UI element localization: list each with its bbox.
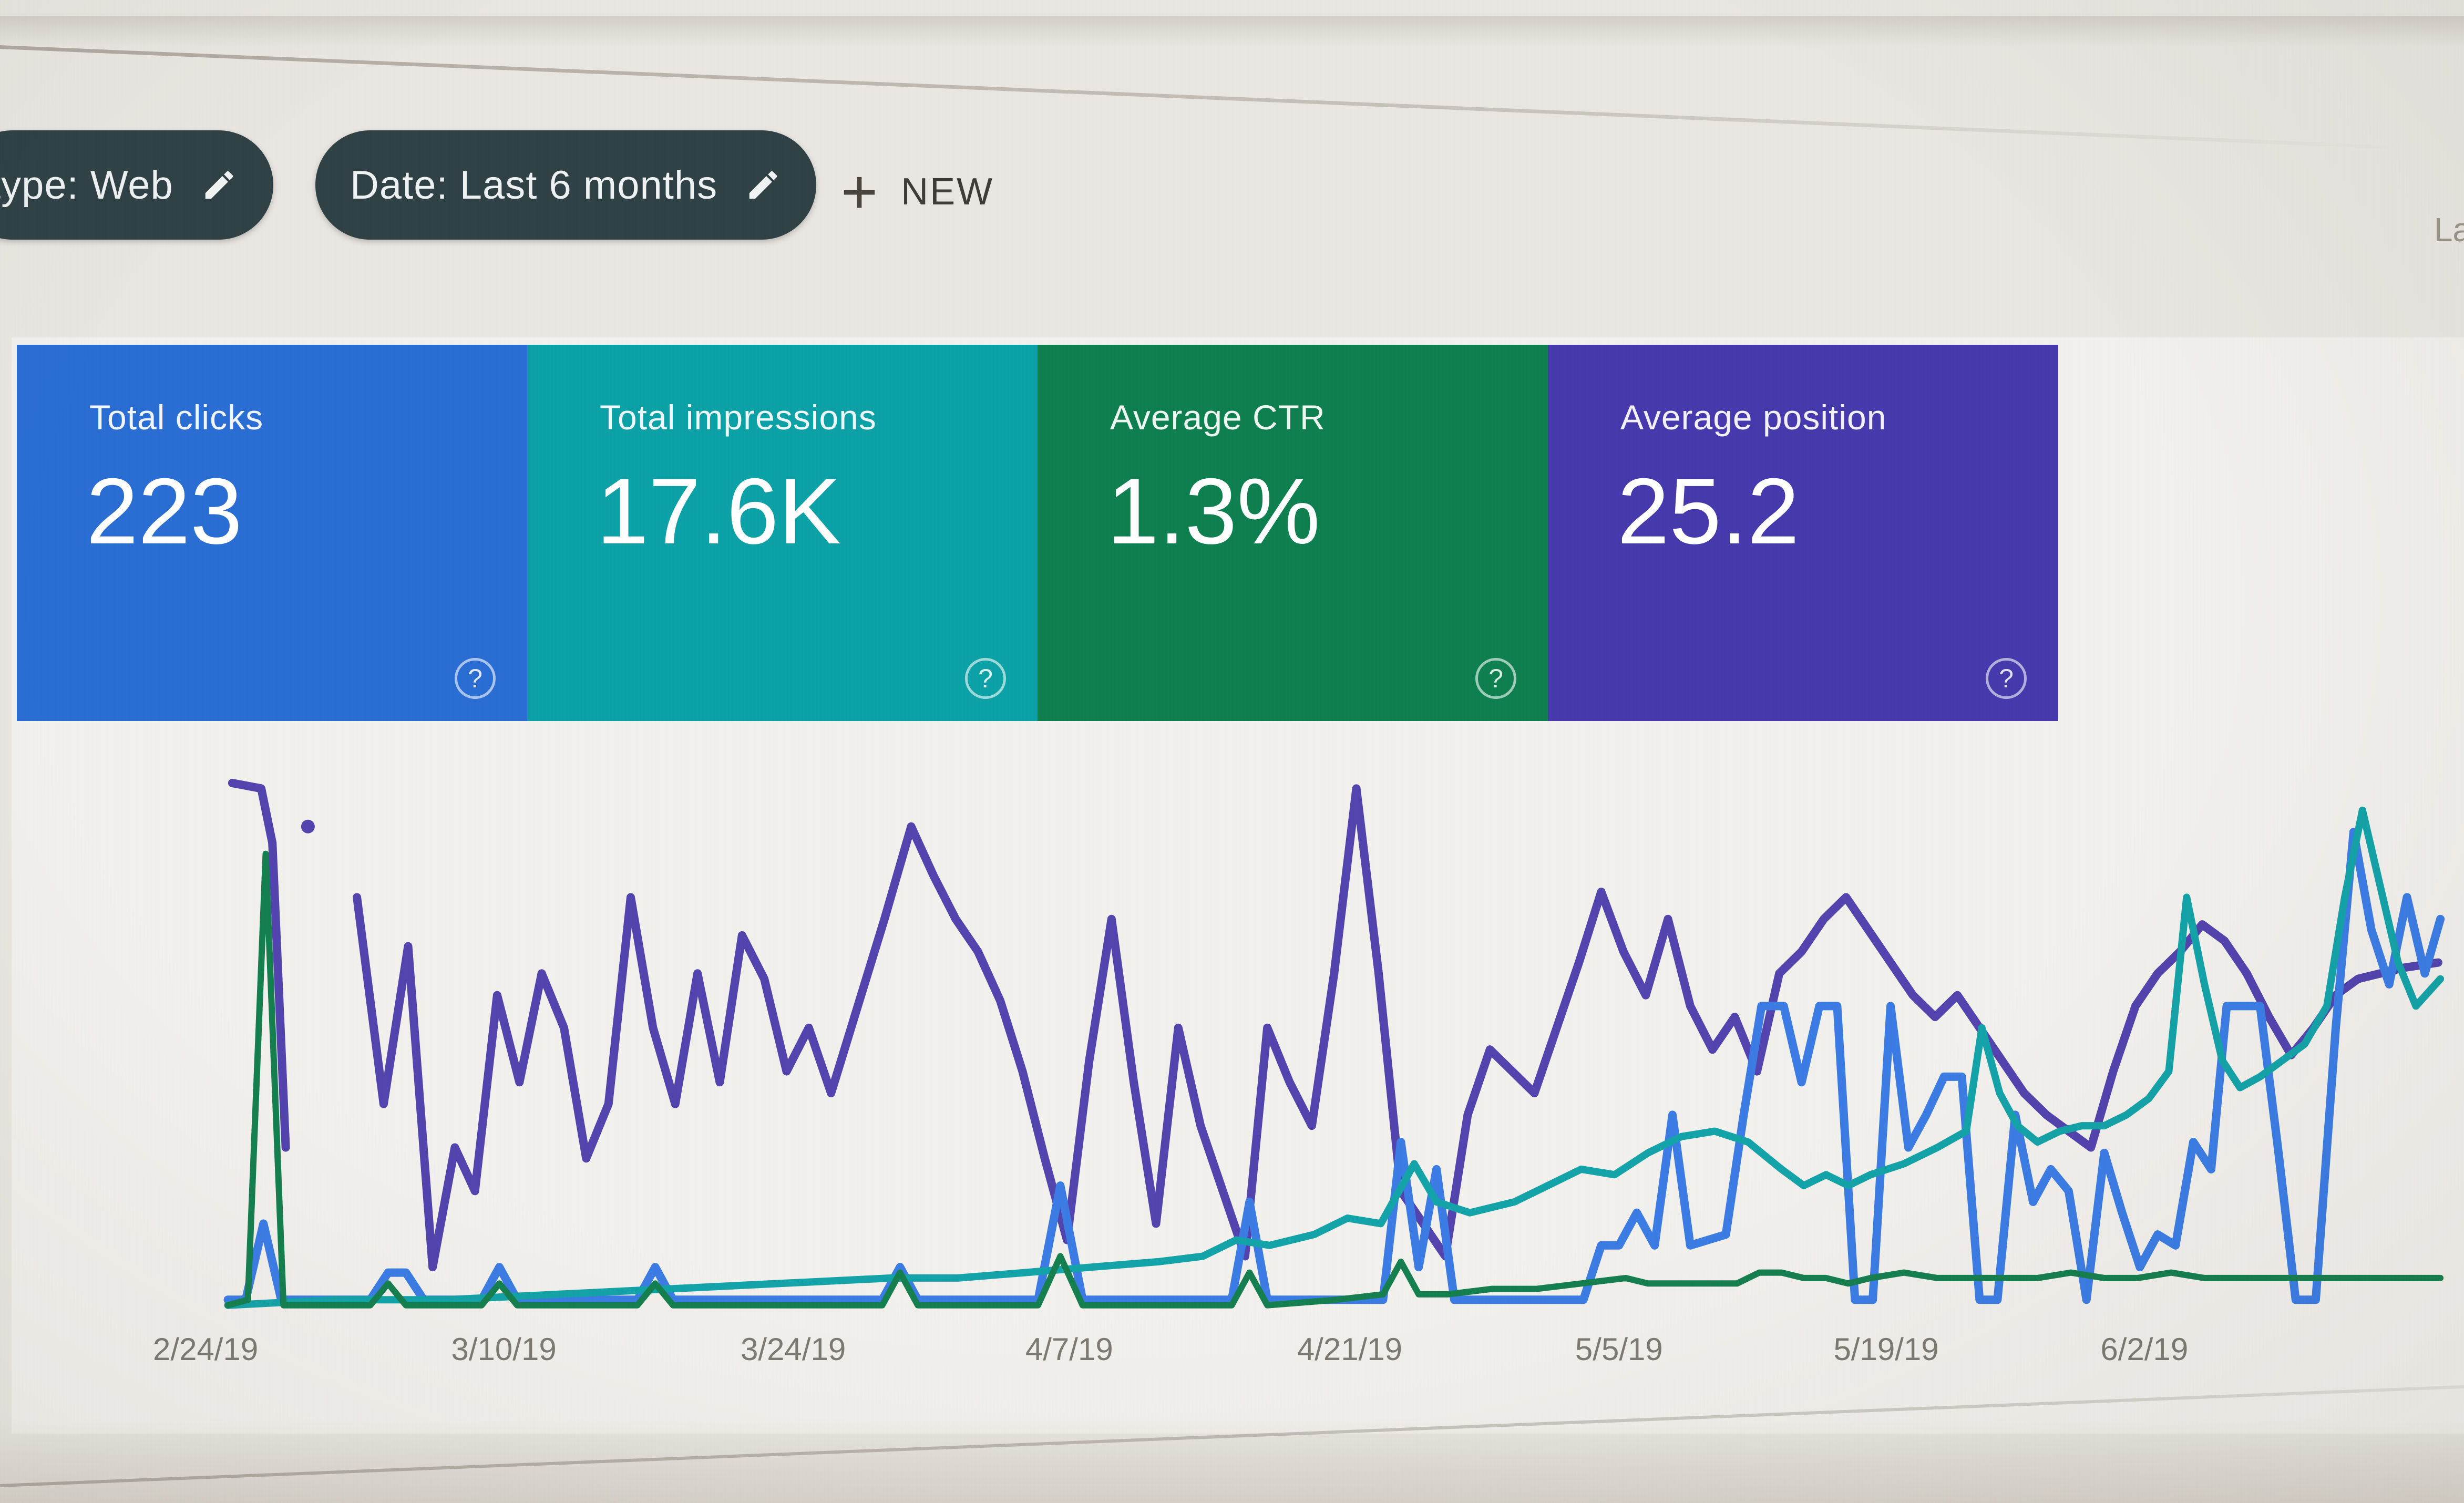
partial-text-right: La	[2434, 211, 2464, 249]
card-label: Total clicks	[89, 398, 264, 437]
card-value: 17.6K	[597, 459, 841, 563]
metric-cards: Total clicks 223 ? Total impressions 17.…	[17, 345, 2058, 721]
x-tick-label: 3/10/19	[451, 1332, 557, 1367]
card-average-ctr[interactable]: Average CTR 1.3% ?	[1038, 345, 1548, 721]
x-tick-label: 4/7/19	[1025, 1332, 1113, 1367]
performance-chart: 2/24/19 3/10/19 3/24/19 4/7/19 4/21/19 5/5/19…	[153, 765, 2449, 1416]
card-total-impressions[interactable]: Total impressions 17.6K ?	[527, 345, 1038, 721]
x-axis-labels: 2/24/19 3/10/19 3/24/19 4/7/19 4/21/19 5/5/19…	[153, 1331, 2449, 1378]
x-tick-label: 2/24/19	[153, 1332, 259, 1367]
total-clicks-line	[223, 828, 2445, 1304]
new-filter-label: NEW	[901, 171, 994, 213]
card-label: Total impressions	[600, 398, 877, 437]
card-value: 25.2	[1617, 459, 1800, 563]
average-position-point	[301, 819, 315, 833]
filter-chip-date[interactable]: Date: Last 6 months	[315, 130, 817, 240]
card-label: Average CTR	[1110, 398, 1326, 437]
filter-chip-search-type[interactable]: type: Web	[0, 130, 273, 240]
average-position-line	[228, 779, 290, 1152]
help-icon[interactable]: ?	[965, 658, 1006, 699]
card-label: Average position	[1620, 398, 1887, 437]
new-filter-button[interactable]: + NEW	[841, 152, 994, 231]
filter-toolbar: type: Web Date: Last 6 months + NEW La	[0, 0, 2464, 336]
help-icon[interactable]: ?	[1986, 658, 2027, 699]
card-value: 223	[86, 459, 242, 563]
help-icon[interactable]: ?	[1475, 658, 1516, 699]
card-total-clicks[interactable]: Total clicks 223 ?	[17, 345, 527, 721]
average-ctr-line	[224, 850, 2444, 1309]
edit-icon[interactable]	[745, 167, 782, 203]
help-icon[interactable]: ?	[455, 658, 496, 699]
x-tick-label: 5/19/19	[1833, 1332, 1939, 1367]
total-impressions-line	[224, 806, 2445, 1309]
plus-icon: +	[841, 157, 878, 227]
performance-chart-svg	[223, 779, 2445, 1309]
card-value: 1.3%	[1107, 459, 1320, 563]
filter-chip-search-type-label: type: Web	[0, 162, 173, 208]
x-tick-label: 5/5/19	[1575, 1332, 1663, 1367]
x-tick-label: 3/24/19	[741, 1332, 846, 1367]
performance-panel: Total clicks 223 ? Total impressions 17.…	[12, 337, 2464, 1434]
filter-chip-date-label: Date: Last 6 months	[350, 162, 718, 208]
x-tick-label: 6/2/19	[2100, 1332, 2189, 1367]
x-tick-label: 4/21/19	[1297, 1332, 1402, 1367]
card-average-position[interactable]: Average position 25.2 ?	[1548, 345, 2058, 721]
edit-icon[interactable]	[201, 167, 238, 203]
